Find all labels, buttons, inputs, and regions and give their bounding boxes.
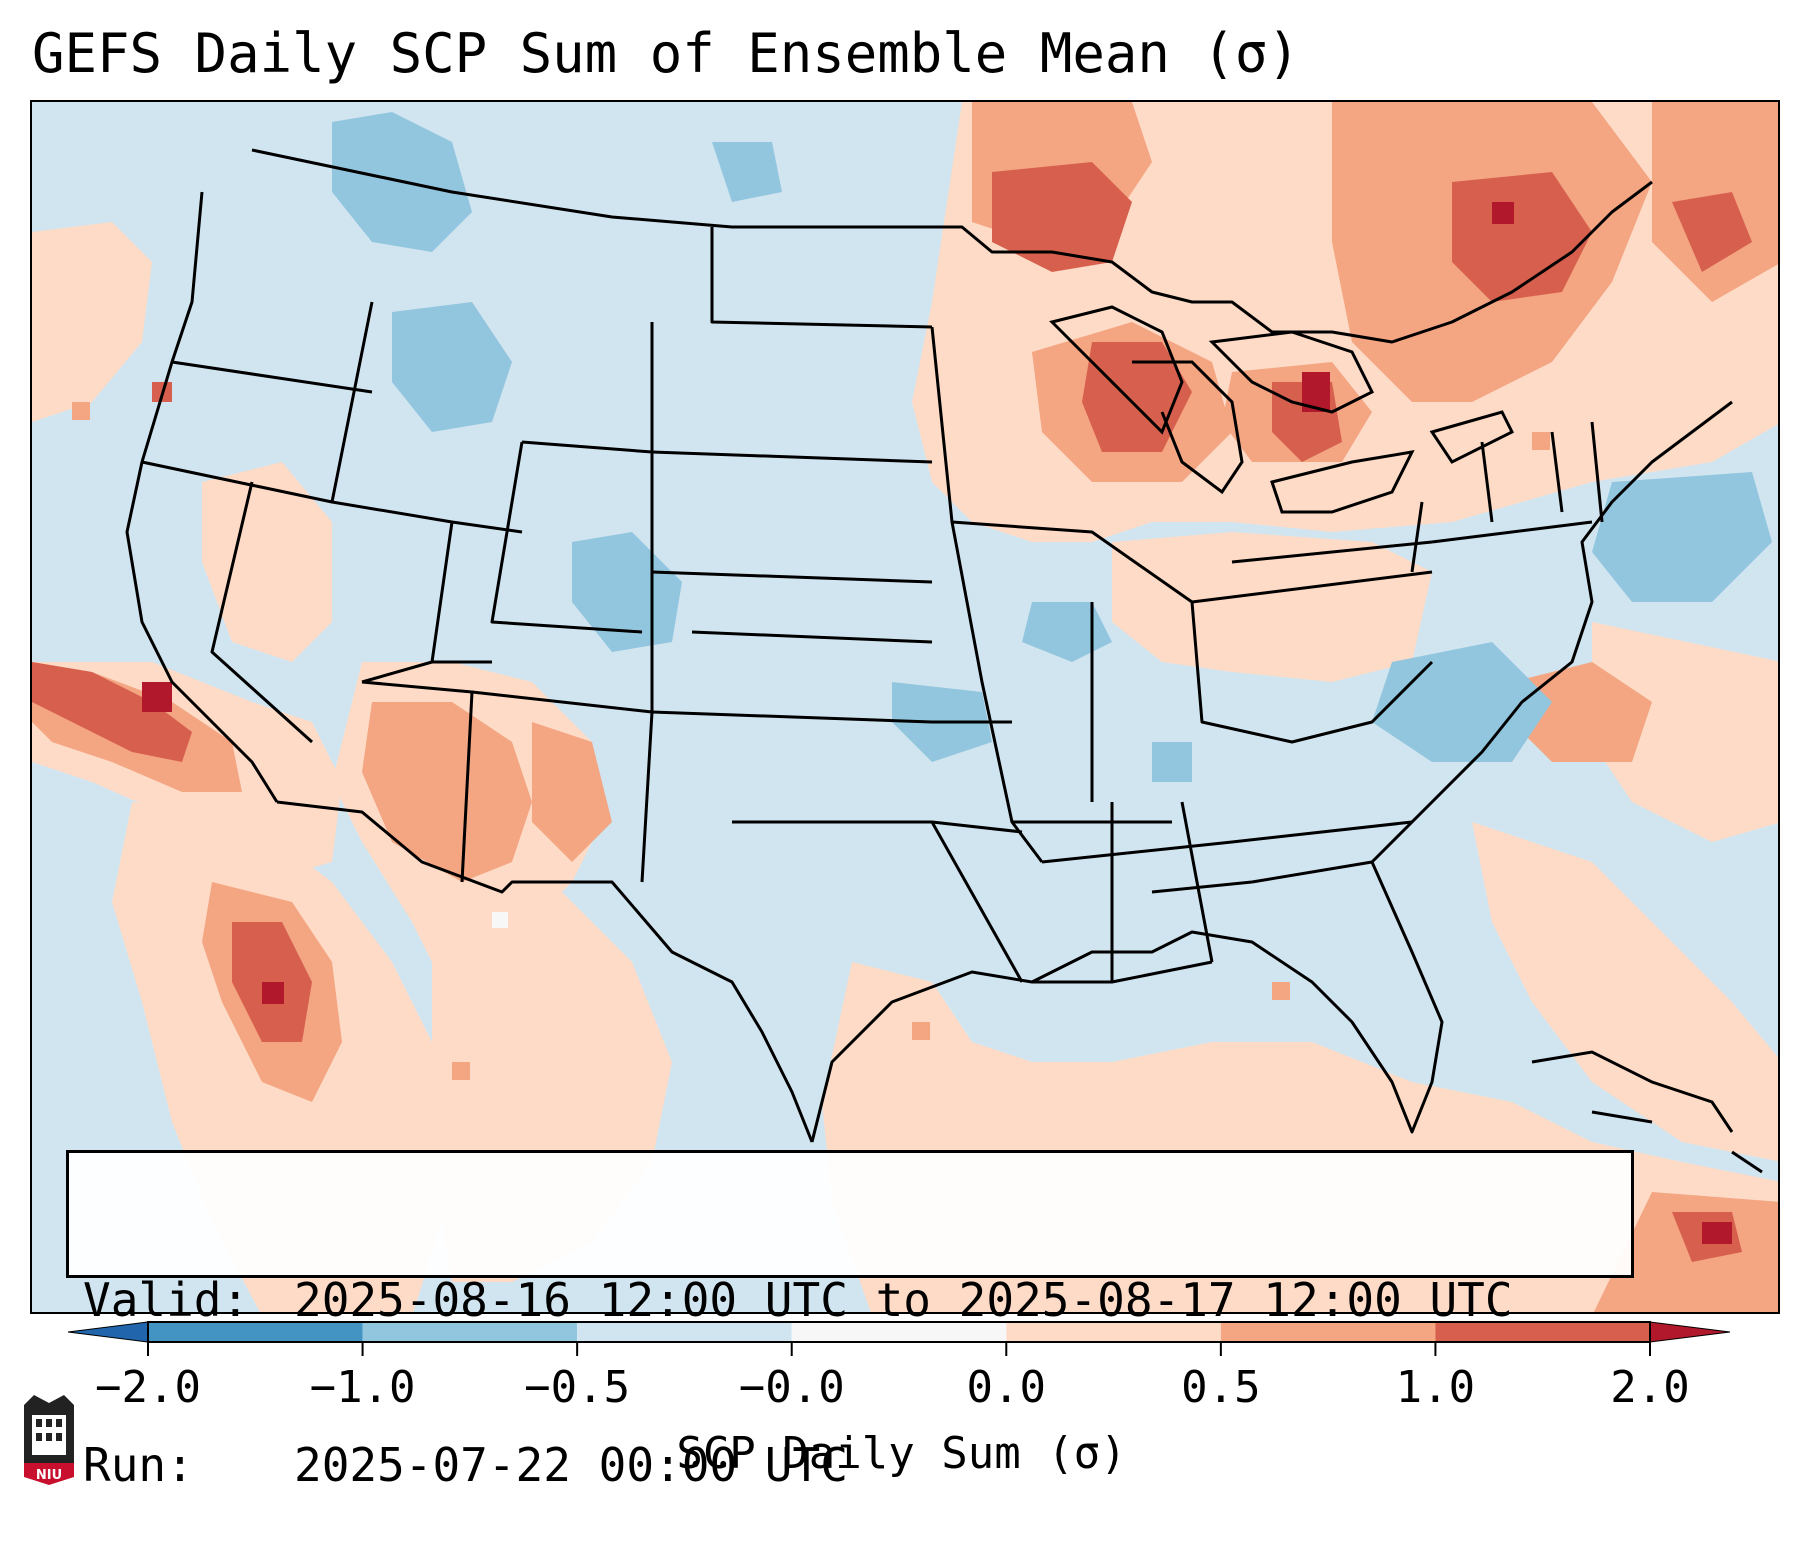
colorbar-bin — [1435, 1322, 1650, 1342]
valid-label: Valid: — [83, 1273, 250, 1327]
colorbar — [67, 1321, 1731, 1356]
colorbar-bin — [1006, 1322, 1221, 1342]
colorbar-tick-label: 0.0 — [966, 1362, 1047, 1413]
colorbar-bin — [1220, 1322, 1436, 1342]
colorbar-outline — [147, 1321, 1651, 1343]
colorbar-tick-label: 0.5 — [1181, 1362, 1261, 1413]
valid-row: Valid: 2025-08-16 12:00 UTC to 2025-08-17… — [83, 1273, 1631, 1328]
colorbar-bin — [362, 1322, 578, 1342]
niu-logo-icon: NIU — [20, 1393, 78, 1485]
logo-text: NIU — [35, 1468, 63, 1483]
colorbar-extend-low — [67, 1321, 149, 1343]
colorbar-tick-label: −0.5 — [524, 1362, 631, 1413]
colorbar-tick-label: −1.0 — [309, 1362, 416, 1413]
colorbar-bin — [577, 1322, 792, 1342]
colorbar-tick-label: −0.0 — [738, 1362, 845, 1413]
colorbar-tick-label: 2.0 — [1610, 1362, 1690, 1413]
colorbar-tick-label: 1.0 — [1395, 1362, 1476, 1413]
run-label: Run: — [83, 1438, 194, 1492]
run-value: 2025-07-22 00:00 UTC — [294, 1438, 848, 1492]
negative-regions — [332, 112, 1772, 782]
colorbar-bin — [791, 1322, 1007, 1342]
caribbean-outlines — [1531, 1050, 1763, 1174]
great-lakes — [1049, 305, 1515, 514]
valid-run-info-box: Valid: 2025-08-16 12:00 UTC to 2025-08-17… — [66, 1150, 1634, 1492]
run-row: Run: 2025-07-22 00:00 UTC — [83, 1438, 1631, 1493]
colorbar-extend-high — [1649, 1321, 1731, 1343]
colorbar-tick-label: −2.0 — [95, 1362, 201, 1413]
map-panel — [30, 100, 1780, 1314]
colorbar-label: SCP Daily Sum (σ) — [676, 1428, 1127, 1479]
scattered-anomaly-pixels — [72, 382, 1550, 1080]
valid-value: 2025-08-16 12:00 UTC to 2025-08-17 12:00… — [294, 1273, 1513, 1327]
scp-anomaly-map — [32, 102, 1778, 1312]
chart-title: GEFS Daily SCP Sum of Ensemble Mean (σ) — [32, 22, 1300, 85]
positive-extreme-cells — [142, 202, 1732, 1244]
colorbar-bin — [148, 1322, 363, 1342]
state-boundaries — [125, 148, 1733, 1143]
